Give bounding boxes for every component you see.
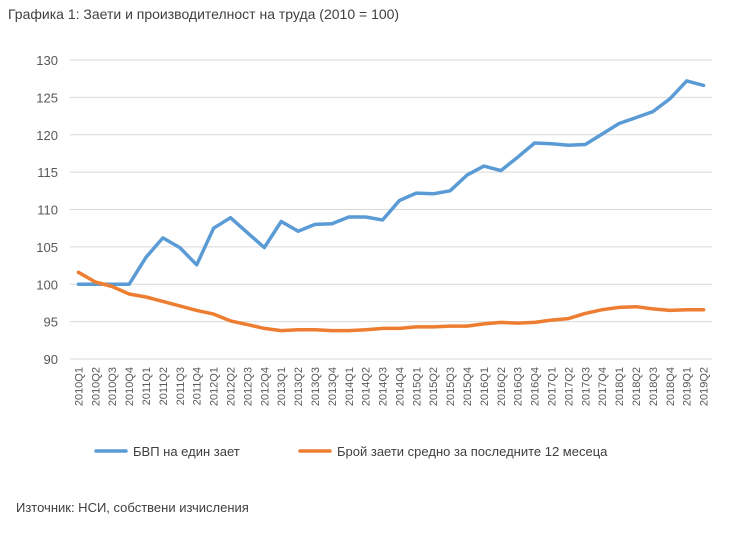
x-tick-label: 2018Q4 [665, 367, 677, 406]
x-tick-label: 2018Q1 [614, 367, 626, 406]
x-tick-label: 2011Q1 [141, 367, 153, 405]
x-tick-label: 2011Q3 [175, 367, 187, 405]
y-tick-label: 90 [44, 352, 58, 367]
y-tick-label: 125 [36, 90, 58, 105]
series-lines [76, 79, 706, 333]
x-tick-label: 2017Q2 [563, 367, 575, 406]
x-tick-label: 2015Q4 [462, 367, 474, 406]
chart-title: Графика 1: Заети и производителност на т… [8, 6, 400, 22]
x-tick-label: 2017Q4 [597, 367, 609, 406]
x-tick-label: 2014Q2 [361, 367, 373, 406]
legend: БВП на един зает Брой заети средно за пос… [94, 444, 608, 459]
y-tick-label: 115 [37, 165, 58, 180]
x-tick-label: 2014Q4 [394, 367, 406, 406]
x-tick-label: 2011Q2 [158, 367, 170, 405]
x-tick-label: 2016Q1 [479, 367, 491, 406]
x-tick-label: 2010Q1 [73, 367, 85, 406]
x-tick-label: 2013Q4 [327, 367, 339, 406]
x-tick-label: 2010Q3 [107, 367, 119, 406]
x-tick-label: 2010Q4 [124, 367, 136, 406]
x-tick-label: 2010Q2 [90, 367, 102, 406]
x-tick-label: 2013Q3 [310, 367, 322, 406]
x-tick-label: 2017Q3 [580, 367, 592, 406]
y-axis-ticks: 90 95 100 105 110 115 120 125 130 [36, 53, 58, 367]
x-tick-label: 2018Q2 [631, 367, 643, 406]
x-tick-label: 2016Q3 [513, 367, 525, 406]
x-tick-label: 2014Q3 [378, 367, 390, 406]
x-tick-label: 2015Q3 [445, 367, 457, 406]
legend-label: Брой заети средно за последните 12 месец… [337, 444, 608, 459]
x-tick-label: 2019Q1 [682, 367, 694, 406]
x-tick-label: 2016Q4 [530, 367, 542, 406]
legend-label: БВП на един зает [133, 444, 240, 459]
x-tick-label: 2018Q3 [648, 367, 660, 406]
series-line-1 [76, 79, 706, 287]
source-note: Източник: НСИ, собствени изчисления [16, 500, 249, 515]
x-tick-label: 2017Q1 [547, 367, 559, 406]
x-tick-label: 2011Q4 [192, 367, 204, 405]
x-tick-label: 2012Q4 [259, 367, 271, 406]
x-tick-label: 2012Q1 [209, 367, 221, 406]
x-tick-label: 2016Q2 [496, 367, 508, 406]
x-axis-ticks: 2010Q1 2010Q2 2010Q3 2010Q4 2011Q1 2011Q2 2011… [73, 367, 710, 406]
x-tick-label: 2015Q2 [428, 367, 440, 406]
y-tick-label: 100 [36, 277, 58, 292]
x-tick-label: 2013Q2 [293, 367, 305, 406]
x-tick-label: 2019Q2 [699, 367, 711, 406]
y-tick-label: 95 [44, 315, 58, 330]
series-line-2 [76, 270, 706, 333]
y-tick-label: 120 [36, 128, 58, 143]
y-tick-label: 110 [37, 203, 58, 218]
x-tick-label: 2012Q2 [226, 367, 238, 406]
x-tick-label: 2013Q1 [276, 367, 288, 406]
x-tick-label: 2012Q3 [242, 367, 254, 406]
x-tick-label: 2015Q1 [411, 367, 423, 406]
y-tick-label: 105 [36, 240, 58, 255]
y-tick-label: 130 [36, 53, 58, 68]
x-tick-label: 2014Q1 [344, 367, 356, 406]
